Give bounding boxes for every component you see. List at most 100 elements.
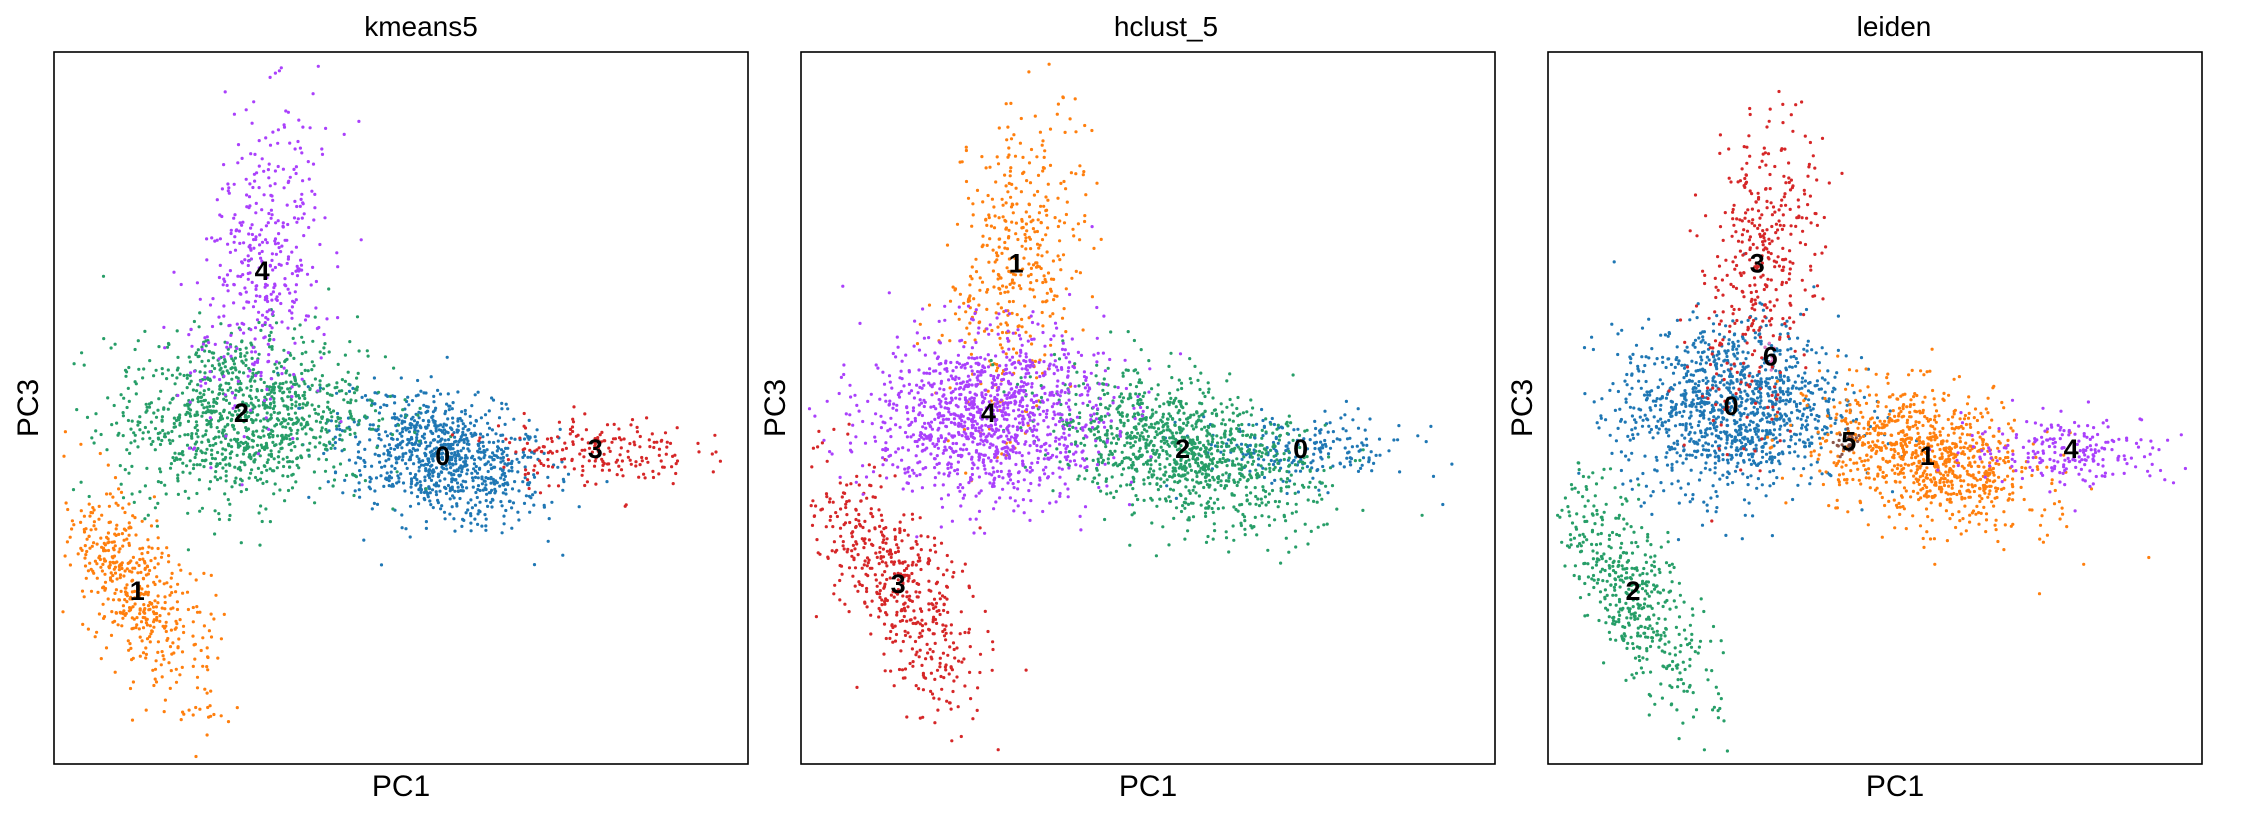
scatter-point-cluster-2	[1115, 407, 1119, 411]
scatter-point-cluster-2	[278, 488, 282, 492]
scatter-point-cluster-2	[205, 423, 209, 427]
scatter-point-cluster-1	[1045, 291, 1049, 295]
scatter-point-cluster-0	[353, 489, 357, 493]
scatter-point-cluster-2	[176, 492, 180, 496]
scatter-point-cluster-2	[338, 433, 342, 437]
scatter-point-cluster-1	[970, 265, 974, 269]
scatter-point-cluster-2	[1309, 529, 1313, 534]
scatter-point-cluster-1	[1065, 200, 1069, 204]
scatter-point-cluster-0	[1294, 469, 1298, 473]
scatter-point-cluster-0	[333, 446, 337, 450]
scatter-point-cluster-2	[1089, 429, 1093, 433]
scatter-point-cluster-3	[878, 581, 882, 585]
scatter-point-cluster-2	[268, 520, 272, 524]
scatter-point-cluster-4	[255, 360, 260, 364]
scatter-point-cluster-2	[1182, 421, 1186, 425]
scatter-point-cluster-0	[486, 421, 490, 425]
scatter-point-cluster-2	[186, 402, 190, 406]
scatter-point-cluster-2	[259, 419, 263, 423]
scatter-point-cluster-1	[998, 336, 1002, 340]
scatter-point-cluster-1	[960, 160, 964, 164]
scatter-point-cluster-3	[564, 446, 569, 450]
scatter-point-cluster-0	[387, 484, 391, 488]
scatter-point-cluster-2	[293, 375, 297, 380]
scatter-point-cluster-2	[1193, 364, 1197, 368]
scatter-point-cluster-0	[405, 466, 409, 470]
scatter-point-cluster-2	[1204, 514, 1208, 519]
scatter-point-cluster-0	[382, 484, 386, 488]
scatter-point-cluster-2	[268, 406, 272, 410]
scatter-point-cluster-0	[526, 455, 530, 459]
scatter-point-cluster-2	[191, 398, 195, 402]
scatter-point-cluster-2	[1240, 447, 1244, 451]
scatter-point-cluster-1	[1017, 324, 1021, 328]
scatter-point-cluster-2	[1256, 453, 1260, 457]
scatter-point-cluster-1	[1028, 215, 1032, 219]
scatter-point-cluster-0	[1377, 437, 1382, 441]
scatter-point-cluster-1	[988, 237, 992, 241]
scatter-point-cluster-2	[202, 389, 206, 393]
scatter-point-cluster-0	[377, 411, 381, 415]
scatter-point-cluster-1	[1064, 330, 1068, 334]
scatter-point-cluster-2	[85, 415, 90, 419]
scatter-point-cluster-1	[144, 652, 148, 657]
scatter-point-cluster-3	[546, 451, 551, 455]
scatter-point-cluster-1	[150, 601, 154, 606]
scatter-point-cluster-1	[984, 218, 988, 222]
scatter-point-cluster-2	[247, 445, 251, 449]
scatter-point-cluster-0	[1260, 407, 1264, 412]
scatter-point-cluster-1	[968, 283, 972, 287]
scatter-point-cluster-2	[239, 477, 243, 481]
scatter-point-cluster-1	[974, 270, 979, 274]
scatter-point-cluster-2	[224, 398, 228, 402]
scatter-point-cluster-2	[1162, 429, 1166, 433]
scatter-point-cluster-3	[862, 546, 866, 550]
scatter-point-cluster-2	[217, 430, 221, 434]
scatter-point-cluster-2	[1266, 500, 1271, 504]
scatter-point-cluster-0	[356, 450, 361, 454]
scatter-point-cluster-1	[968, 299, 972, 303]
scatter-point-cluster-2	[123, 468, 127, 472]
scatter-point-cluster-2	[284, 418, 288, 422]
scatter-point-cluster-2	[189, 379, 193, 383]
scatter-point-cluster-2	[1199, 447, 1203, 451]
scatter-point-cluster-1	[1013, 154, 1018, 158]
scatter-point-cluster-2	[186, 433, 190, 437]
scatter-point-cluster-0	[450, 485, 454, 489]
scatter-point-cluster-1	[1015, 313, 1019, 317]
scatter-point-cluster-0	[480, 482, 484, 486]
scatter-point-cluster-1	[993, 214, 997, 218]
scatter-point-cluster-2	[1255, 533, 1259, 537]
scatter-point-cluster-2	[1216, 480, 1220, 484]
scatter-point-cluster-2	[317, 457, 321, 461]
scatter-point-cluster-2	[330, 415, 334, 419]
scatter-point-cluster-4	[301, 201, 305, 205]
scatter-point-cluster-1	[1011, 286, 1015, 290]
scatter-point-cluster-1	[1006, 155, 1010, 159]
scatter-point-cluster-1	[181, 710, 185, 714]
scatter-point-cluster-2	[1150, 425, 1154, 429]
scatter-point-cluster-2	[1194, 422, 1198, 426]
scatter-point-cluster-1	[125, 537, 129, 541]
scatter-point-cluster-0	[562, 480, 566, 484]
scatter-point-cluster-3	[580, 473, 584, 477]
scatter-point-cluster-4	[228, 269, 232, 273]
scatter-point-cluster-3	[504, 437, 508, 441]
scatter-point-cluster-2	[300, 427, 304, 431]
scatter-point-cluster-4	[254, 294, 259, 298]
scatter-point-cluster-3	[523, 472, 527, 477]
scatter-point-cluster-2	[1200, 472, 1204, 476]
scatter-point-cluster-4	[195, 281, 199, 285]
scatter-point-cluster-2	[1199, 503, 1203, 507]
scatter-point-cluster-0	[471, 454, 475, 458]
scatter-point-cluster-2	[185, 443, 190, 447]
scatter-point-cluster-2	[1112, 495, 1116, 500]
scatter-point-cluster-2	[1145, 438, 1149, 442]
scatter-point-cluster-1	[1024, 330, 1028, 334]
scatter-point-cluster-3	[603, 439, 607, 443]
scatter-point-cluster-4	[290, 395, 294, 399]
scatter-point-cluster-1	[964, 179, 969, 184]
scatter-point-cluster-0	[1361, 443, 1365, 447]
scatter-point-cluster-2	[313, 407, 317, 412]
scatter-point-cluster-0	[500, 531, 504, 535]
